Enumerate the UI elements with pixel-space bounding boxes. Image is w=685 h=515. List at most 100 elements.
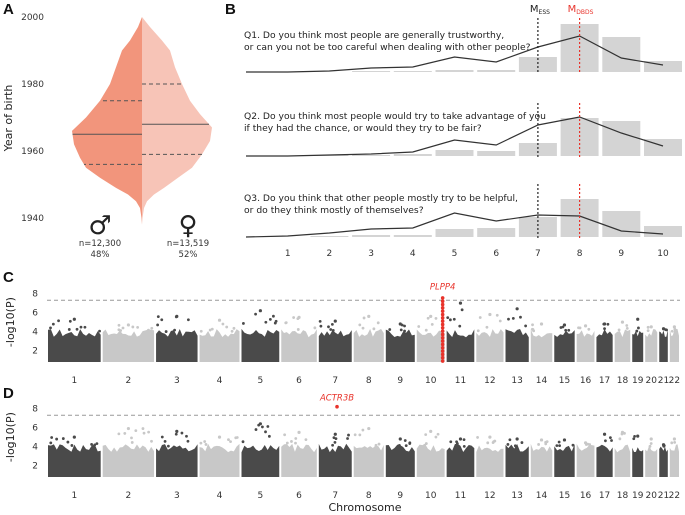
snp-point [455,440,458,444]
highlight-snp-point [440,299,445,304]
snp-point [347,433,350,437]
snp-point [460,308,464,312]
gene-label: PLPP4 [430,283,456,293]
snp-point [204,443,208,446]
snp-peak-point [602,322,607,326]
q1-bar [393,71,432,72]
snp-point [665,328,668,332]
snp-point [296,328,300,331]
q3-bar [518,217,557,237]
chromosome-tick-label: 17 [599,491,610,501]
panel-label-a: A [3,1,14,18]
chromosome-tick-label: 8 [366,491,372,501]
snp-point [284,321,288,325]
chromosome-12-body [476,329,504,362]
snp-peak-point [175,429,179,433]
snp-point [388,328,392,331]
snp-point [186,439,190,443]
chromosome-tick-label: 13 [511,491,522,501]
b-xtick-label: 4 [410,249,416,259]
snp-point [319,324,323,328]
snp-point [332,436,336,440]
snp-point [434,316,438,320]
snp-point [448,318,452,322]
snp-point [285,441,289,445]
snp-point [531,328,535,331]
chromosome-tick-label: 4 [217,491,223,501]
snp-point [331,443,334,447]
snp-point [225,325,229,329]
snp-point [673,327,677,331]
question-2-line1: Q2. Do you think most people would try t… [244,111,546,122]
chromosome-22-body [669,328,679,362]
snp-peak-point [488,435,492,439]
chromosome-tick-label: 7 [332,491,338,501]
snp-point [186,318,190,322]
snp-point [267,434,271,438]
chromosome-13-body [505,444,529,477]
q2-bar [518,143,557,156]
highlight-snp-point [440,326,445,330]
chromosome-8-body [353,444,384,477]
chromosome-tick-label: 2 [126,376,132,386]
snp-peak-point [661,443,666,447]
manhattan-ytick-label: 4 [32,443,38,453]
female-n: n=13,519 [167,239,209,249]
snp-point [242,322,245,325]
chromosome-5-body [241,328,280,362]
snp-point [199,441,203,445]
snp-peak-point [367,426,371,431]
snp-point [90,443,93,446]
highlight-snp-point [440,296,445,300]
snp-point [268,317,272,321]
chromosome-tick-label: 17 [599,376,610,386]
snp-point [123,432,127,435]
snp-peak-point [72,435,76,439]
chromosome-7-body [318,443,352,477]
snp-point [571,443,575,447]
highlight-snp-point [440,342,445,347]
snp-point [564,328,568,332]
chromosome-20-body [645,329,658,362]
chromosome-tick-label: 7 [332,376,338,386]
snp-point [121,326,125,330]
snp-point [93,443,97,447]
snp-point [646,329,650,333]
survey-panel: Q1. Do you think most people are general… [244,4,682,259]
snp-point [180,431,184,435]
snp-point [646,325,650,329]
snp-point [57,319,60,323]
chromosome-22-body [669,444,679,477]
a-ytick-label: 1960 [21,147,44,157]
snp-point [608,436,612,440]
snp-point [430,322,434,326]
snp-point [561,325,565,329]
snp-point [604,439,607,443]
snp-point [330,322,334,326]
chromosome-tick-label: 13 [511,376,522,386]
snp-point [266,425,270,428]
chromosome-4-body [199,329,240,362]
chromosome-tick-label: 21 [658,376,669,386]
snp-point [558,444,561,448]
q3-bar [477,228,516,237]
snp-point [603,327,606,331]
snp-peak-point [126,426,130,431]
snp-point [66,440,70,444]
highlight-snp-point [440,349,445,353]
q3-ess-line [245,212,664,238]
highlight-snp-point [440,319,445,323]
snp-point [98,329,101,333]
snp-point [423,443,427,447]
manhattan-ytick-label: 2 [32,462,38,472]
chromosome-tick-label: 22 [669,376,680,386]
snp-point [426,316,430,320]
snp-peak-point [515,307,519,311]
snp-point [531,323,534,327]
b-xtick-label: 5 [452,249,458,259]
snp-point [449,440,453,444]
highlight-snp-point [440,322,445,327]
snp-point [75,327,79,331]
q3-bar [602,211,641,237]
